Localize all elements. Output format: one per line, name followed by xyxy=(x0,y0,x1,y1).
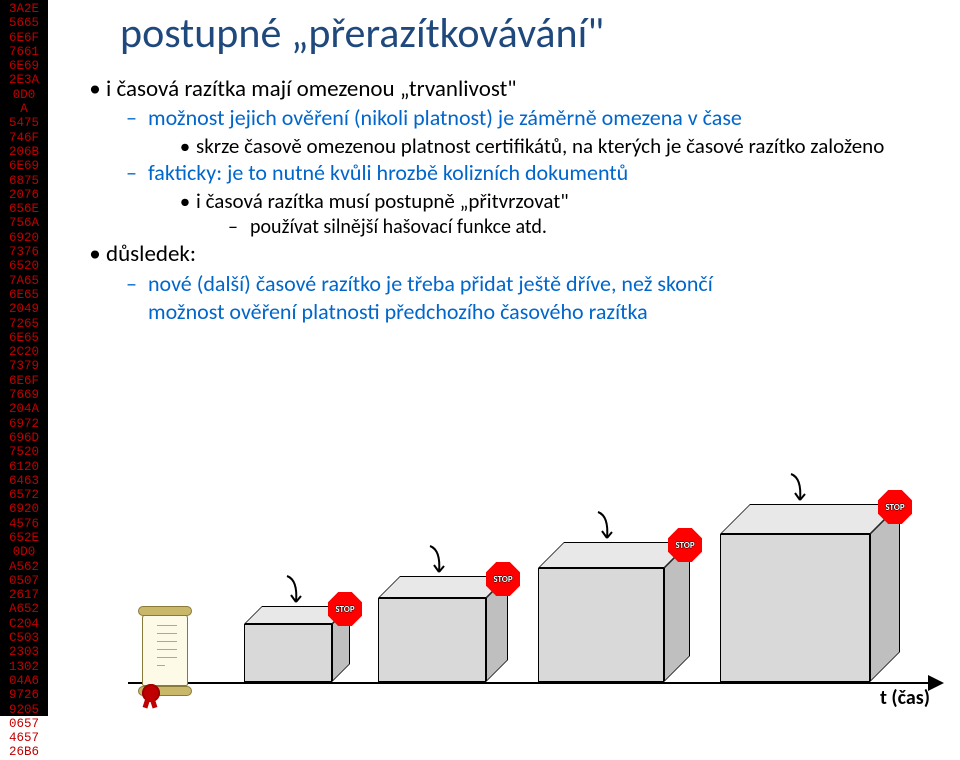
bullet-text: používat silnější hašovací funkce atd. xyxy=(250,215,547,239)
bullet-l2: –možnost jejich ověření (nikoli platnost… xyxy=(84,104,960,132)
bullet-list: •i časová razítka mají omezenou „trvanli… xyxy=(48,75,960,326)
stop-label: STOP xyxy=(493,574,512,585)
bullet-text: možnost jejich ověření (nikoli platnost)… xyxy=(148,104,742,131)
bullet-l3: •skrze časově omezenou platnost certifik… xyxy=(84,133,960,160)
axis-label: t (čas) xyxy=(880,686,930,710)
timestamp-cube xyxy=(378,576,508,682)
bullet-l1: •důsledek: xyxy=(84,240,960,269)
drop-arrow-icon xyxy=(284,574,304,612)
timeline-diagram: t (čas) STOP STOP STOP STOP xyxy=(48,476,960,716)
bullet-l3: •i časová razítka musí postupně „přitvrz… xyxy=(84,188,960,215)
bullet-text: i časová razítka musí postupně „přitvrzo… xyxy=(196,188,569,214)
axis-arrowhead-icon xyxy=(928,675,944,691)
slide-title: postupné „přerazítkovávání" xyxy=(48,0,960,75)
bullet-l2: –nové (další) časové razítko je třeba př… xyxy=(84,270,960,298)
bullet-l2: –možnost ověření platnosti předchozího č… xyxy=(84,298,960,326)
drop-arrow-icon xyxy=(595,510,615,548)
bullet-text: důsledek: xyxy=(106,240,196,268)
bullet-text: možnost ověření platnosti předchozího ča… xyxy=(148,298,648,325)
document-scroll-icon xyxy=(136,606,198,698)
drop-arrow-icon xyxy=(788,472,808,510)
bullet-text: skrze časově omezenou platnost certifiká… xyxy=(196,133,884,159)
timestamp-cube xyxy=(720,504,900,682)
bullet-l2: –fakticky: je to nutné kvůli hrozbě koli… xyxy=(84,159,960,187)
stop-label: STOP xyxy=(675,540,694,551)
bullet-l1: •i časová razítka mají omezenou „trvanli… xyxy=(84,75,960,104)
seal-icon xyxy=(142,684,160,702)
time-axis xyxy=(128,682,930,684)
stop-label: STOP xyxy=(885,502,904,513)
bullet-text: i časová razítka mají omezenou „trvanliv… xyxy=(106,75,517,103)
timestamp-cube xyxy=(538,542,690,682)
drop-arrow-icon xyxy=(427,544,447,582)
hex-sidebar: 3A2E 5665 6E6F 7661 6E69 2E3A 0D0 A 5475… xyxy=(0,0,48,716)
bullet-text: nové (další) časové razítko je třeba při… xyxy=(148,270,713,297)
bullet-l4: –používat silnější hašovací funkce atd. xyxy=(84,215,960,241)
stop-label: STOP xyxy=(335,604,354,615)
bullet-text: fakticky: je to nutné kvůli hrozbě koliz… xyxy=(148,159,628,186)
